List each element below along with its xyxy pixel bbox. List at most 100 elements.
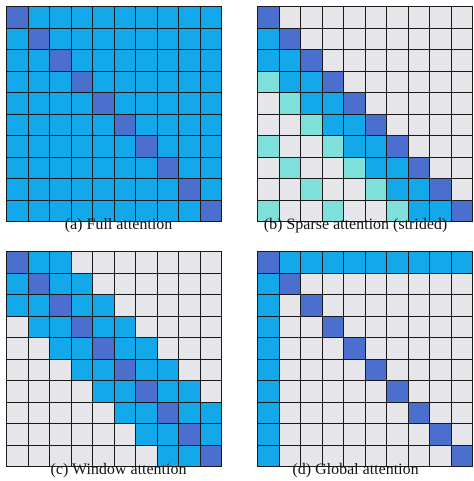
attention-cell (136, 338, 157, 359)
attention-cell (114, 114, 135, 135)
attention-cell (451, 402, 472, 423)
attention-cell (430, 93, 451, 114)
caption-full-attention: (a) Full attention (64, 216, 173, 233)
attention-cell (258, 71, 279, 92)
attention-cell (28, 252, 49, 273)
attention-cell (258, 273, 279, 294)
attention-cell (451, 200, 472, 221)
attention-cell (179, 200, 200, 221)
attention-cell (258, 381, 279, 402)
attention-cell (93, 338, 114, 359)
attention-cell (430, 316, 451, 337)
attention-cell (344, 93, 365, 114)
attention-cell (50, 445, 71, 466)
attention-cell (179, 445, 200, 466)
attention-cell (114, 381, 135, 402)
attention-cell (136, 71, 157, 92)
attention-cell (451, 136, 472, 157)
attention-cell (387, 157, 408, 178)
attention-cell (301, 402, 322, 423)
attention-cell (28, 93, 49, 114)
attention-cell (157, 71, 178, 92)
attention-cell (7, 50, 28, 71)
attention-cell (322, 252, 343, 273)
attention-cell (387, 136, 408, 157)
attention-cell (28, 157, 49, 178)
attention-cell (451, 71, 472, 92)
attention-cell (28, 28, 49, 49)
attention-cell (28, 7, 49, 28)
attention-cell (71, 295, 92, 316)
attention-cell (344, 179, 365, 200)
attention-cell (50, 316, 71, 337)
attention-cell (301, 338, 322, 359)
attention-cell (7, 359, 28, 380)
attention-cell (71, 157, 92, 178)
attention-cell (93, 445, 114, 466)
attention-cell (279, 445, 300, 466)
attention-cell (451, 273, 472, 294)
attention-cell (451, 7, 472, 28)
attention-cell (179, 424, 200, 445)
attention-cell (93, 200, 114, 221)
attention-cell (344, 424, 365, 445)
attention-cell (408, 114, 429, 135)
attention-cell (408, 7, 429, 28)
attention-cell (344, 273, 365, 294)
attention-cell (430, 273, 451, 294)
attention-cell (365, 200, 386, 221)
attention-cell (114, 7, 135, 28)
attention-cell (258, 338, 279, 359)
attention-cell (7, 7, 28, 28)
attention-cell (71, 359, 92, 380)
attention-cell (71, 71, 92, 92)
attention-cell (258, 295, 279, 316)
attention-cell (28, 316, 49, 337)
attention-cell (179, 157, 200, 178)
attention-cell (179, 7, 200, 28)
attention-cell (71, 179, 92, 200)
attention-cell (344, 381, 365, 402)
attention-cell (71, 114, 92, 135)
attention-cell (71, 93, 92, 114)
attention-cell (365, 157, 386, 178)
attention-cell (322, 50, 343, 71)
attention-cell (50, 338, 71, 359)
attention-cell (7, 28, 28, 49)
attention-cell (279, 424, 300, 445)
attention-cell (157, 424, 178, 445)
attention-cell (50, 114, 71, 135)
attention-cell (136, 28, 157, 49)
attention-cell (387, 402, 408, 423)
attention-cell (114, 179, 135, 200)
attention-cell (157, 136, 178, 157)
attention-cell (365, 402, 386, 423)
attention-cell (344, 445, 365, 466)
attention-cell (28, 445, 49, 466)
attention-cell (71, 273, 92, 294)
attention-cell (451, 50, 472, 71)
attention-cell (430, 7, 451, 28)
attention-cell (322, 7, 343, 28)
attention-cell (344, 200, 365, 221)
attention-cell (157, 359, 178, 380)
attention-cell (157, 381, 178, 402)
attention-cell (408, 316, 429, 337)
attention-cell (279, 316, 300, 337)
attention-cell (365, 381, 386, 402)
attention-cell (200, 93, 221, 114)
attention-cell (322, 381, 343, 402)
attention-cell (408, 252, 429, 273)
attention-cell (179, 71, 200, 92)
attention-cell (179, 316, 200, 337)
caption-sparse-attention: (b) Sparse attention (strided) (263, 216, 448, 233)
attention-cell (157, 273, 178, 294)
attention-cell (157, 445, 178, 466)
attention-cell (157, 50, 178, 71)
attention-cell (157, 316, 178, 337)
attention-cell (157, 157, 178, 178)
attention-cell (301, 252, 322, 273)
attention-cell (408, 338, 429, 359)
attention-cell (114, 316, 135, 337)
attention-cell (322, 273, 343, 294)
